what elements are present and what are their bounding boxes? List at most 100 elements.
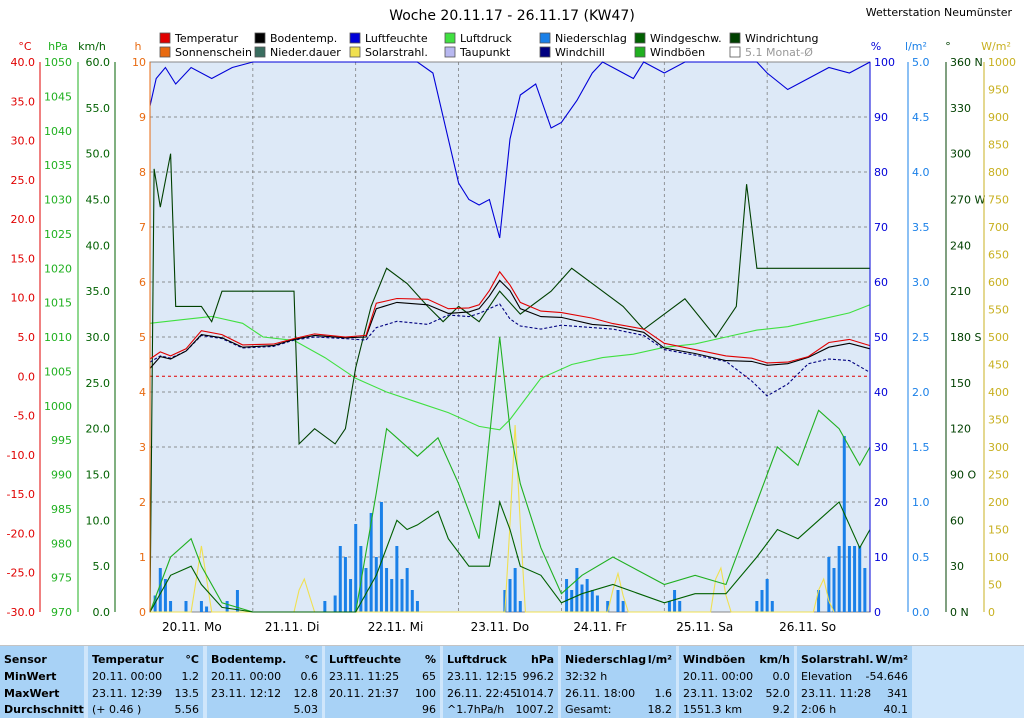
humidity-axis-unit: %: [871, 40, 881, 53]
stats-header-unit: %: [424, 653, 436, 666]
hours-axis-tick-label: 0: [139, 606, 146, 619]
stats-cell-label: 26.11. 18:00: [565, 687, 636, 700]
stats-cell-row: 23.11. 12:39 13.5: [92, 686, 199, 702]
rain-axis-tick-label: 3.5: [912, 221, 930, 234]
temp-axis-tick-label: 15.0: [11, 252, 36, 265]
stats-cell-row: 20.11. 00:00 0.6: [211, 669, 318, 685]
hours-axis-unit: h: [135, 40, 142, 53]
rain-bar: [205, 606, 209, 612]
rain-bar: [323, 601, 327, 612]
stats-header: Bodentemp. °C: [211, 652, 318, 668]
rain-bar: [858, 546, 862, 612]
stats-cell-row: 96: [329, 702, 436, 718]
solar-axis-tick-label: 300: [988, 441, 1009, 454]
series-line-luftdruck: [149, 304, 871, 431]
wind-axis-unit: km/h: [78, 40, 106, 53]
temp-axis-unit: °C: [18, 40, 32, 53]
stats-cell-row: 20.11. 00:00 0.0: [683, 669, 790, 685]
humidity-axis-tick-label: 20: [874, 496, 888, 509]
legend-swatch: [634, 32, 646, 44]
stats-cell-row: ^1.7hPa/h 1007.2: [447, 702, 554, 718]
hours-axis-tick-label: 7: [139, 221, 146, 234]
rain-bar: [199, 601, 203, 612]
wind-axis-tick-label: 5.0: [93, 560, 111, 573]
rain-bar: [385, 568, 389, 612]
pressure-axis-tick-label: 1020: [44, 262, 72, 275]
stats-label-avg: Durchschnitt: [4, 703, 84, 716]
solar-axis-tick-label: 50: [988, 579, 1002, 592]
stats-column-1: Bodentemp. °C 20.11. 00:00 0.6 23.11. 12:12 1…: [207, 646, 322, 718]
direction-axis-tick-label: 210: [950, 285, 971, 298]
chart-title: Woche 20.11.17 - 26.11.17 (KW47): [389, 8, 635, 24]
rain-bar: [765, 579, 769, 612]
legend-swatch: [349, 46, 361, 58]
direction-axis-tick-label: 330: [950, 102, 971, 115]
stats-cell-label: Gesamt:: [565, 703, 612, 716]
humidity-axis-tick-label: 80: [874, 166, 888, 179]
stats-label-sensor: Sensor: [4, 653, 47, 666]
stats-cell-value: 1014.7: [515, 687, 555, 700]
station-name: Wetterstation Neumünster: [866, 6, 1013, 19]
stats-cell-value: 996.2: [522, 670, 555, 683]
wind-axis-tick-label: 20.0: [86, 423, 111, 436]
stats-cell-value: 1.6: [654, 687, 673, 700]
rain-axis-unit: l/m²: [905, 40, 927, 53]
rain-axis-tick-label: 2.5: [912, 331, 930, 344]
rain-bar: [575, 568, 579, 612]
pressure-axis-tick-label: 970: [51, 606, 72, 619]
legend-label: Windrichtung: [745, 32, 818, 45]
stats-header-unit: hPa: [530, 653, 554, 666]
temp-axis-tick-label: 5.0: [18, 331, 36, 344]
rain-bar: [158, 568, 162, 612]
pressure-axis-tick-label: 1010: [44, 331, 72, 344]
pressure-axis-unit: hPa: [48, 40, 68, 53]
stats-header: Temperatur °C: [92, 652, 199, 668]
stats-column-4: Niederschlag l/m² 32:32 h 26.11. 18:00 1.6 Ge…: [561, 646, 676, 718]
pressure-axis-tick-label: 985: [51, 503, 72, 516]
stats-row-labels: Sensor MinWert MaxWert Durchschnitt: [0, 646, 84, 718]
rain-bar: [827, 557, 831, 612]
solar-axis-tick-label: 900: [988, 111, 1009, 124]
wind-axis-tick-label: 35.0: [86, 285, 111, 298]
stats-panel: Sensor MinWert MaxWert Durchschnitt Temp…: [0, 646, 1024, 718]
direction-axis-tick-label: 270 W: [950, 194, 985, 207]
pressure-axis-tick-label: 1045: [44, 90, 72, 103]
humidity-axis-tick-label: 90: [874, 111, 888, 124]
legend-swatch: [729, 46, 741, 58]
stats-cell-label: 26.11. 22:45: [447, 687, 518, 700]
stats-cell-label: 20.11. 21:37: [329, 687, 400, 700]
x-tick-label: 26.11. So: [779, 620, 836, 634]
hours-axis-tick-label: 1: [139, 551, 146, 564]
stats-column-0: Temperatur °C 20.11. 00:00 1.2 23.11. 12:39 1…: [88, 646, 203, 718]
direction-axis-tick-label: 180 S: [950, 331, 981, 344]
stats-column-3: Luftdruck hPa 23.11. 12:15 996.2 26.11. 22:4…: [443, 646, 558, 718]
wind-axis-tick-label: 60.0: [86, 56, 111, 69]
legend-label: Niederschlag: [555, 32, 627, 45]
stats-cell-label: 23.11. 11:25: [329, 670, 400, 683]
legend-swatch: [159, 32, 171, 44]
stats-cell-row: 5.03: [211, 702, 319, 718]
rain-bar: [374, 557, 378, 612]
legend-swatch: [159, 46, 171, 58]
stats-cell-value: 13.5: [174, 687, 200, 700]
rain-bar: [395, 546, 399, 612]
stats-cell-label: 23.11. 12:39: [92, 687, 163, 700]
stats-header-unit: km/h: [759, 653, 790, 666]
rain-bar: [817, 590, 821, 612]
stats-cell-label: 23.11. 11:28: [801, 687, 872, 700]
rain-bar: [673, 590, 677, 612]
direction-axis-tick-label: 150: [950, 377, 971, 390]
legend-label: Bodentemp.: [270, 32, 337, 45]
hours-axis-tick-label: 8: [139, 166, 146, 179]
stats-cell-label: ^1.7hPa/h: [447, 703, 505, 716]
series-line-windgeschw: [149, 499, 871, 613]
rain-bar: [770, 601, 774, 612]
solar-axis-tick-label: 550: [988, 304, 1009, 317]
hours-axis-tick-label: 3: [139, 441, 146, 454]
rain-bar: [565, 579, 569, 612]
stats-cell-row: 1551.3 km 9.2: [683, 702, 790, 718]
rain-bar: [333, 595, 337, 612]
solar-axis-tick-label: 800: [988, 166, 1009, 179]
rain-bar: [832, 568, 836, 612]
solar-axis-tick-label: 650: [988, 249, 1009, 262]
